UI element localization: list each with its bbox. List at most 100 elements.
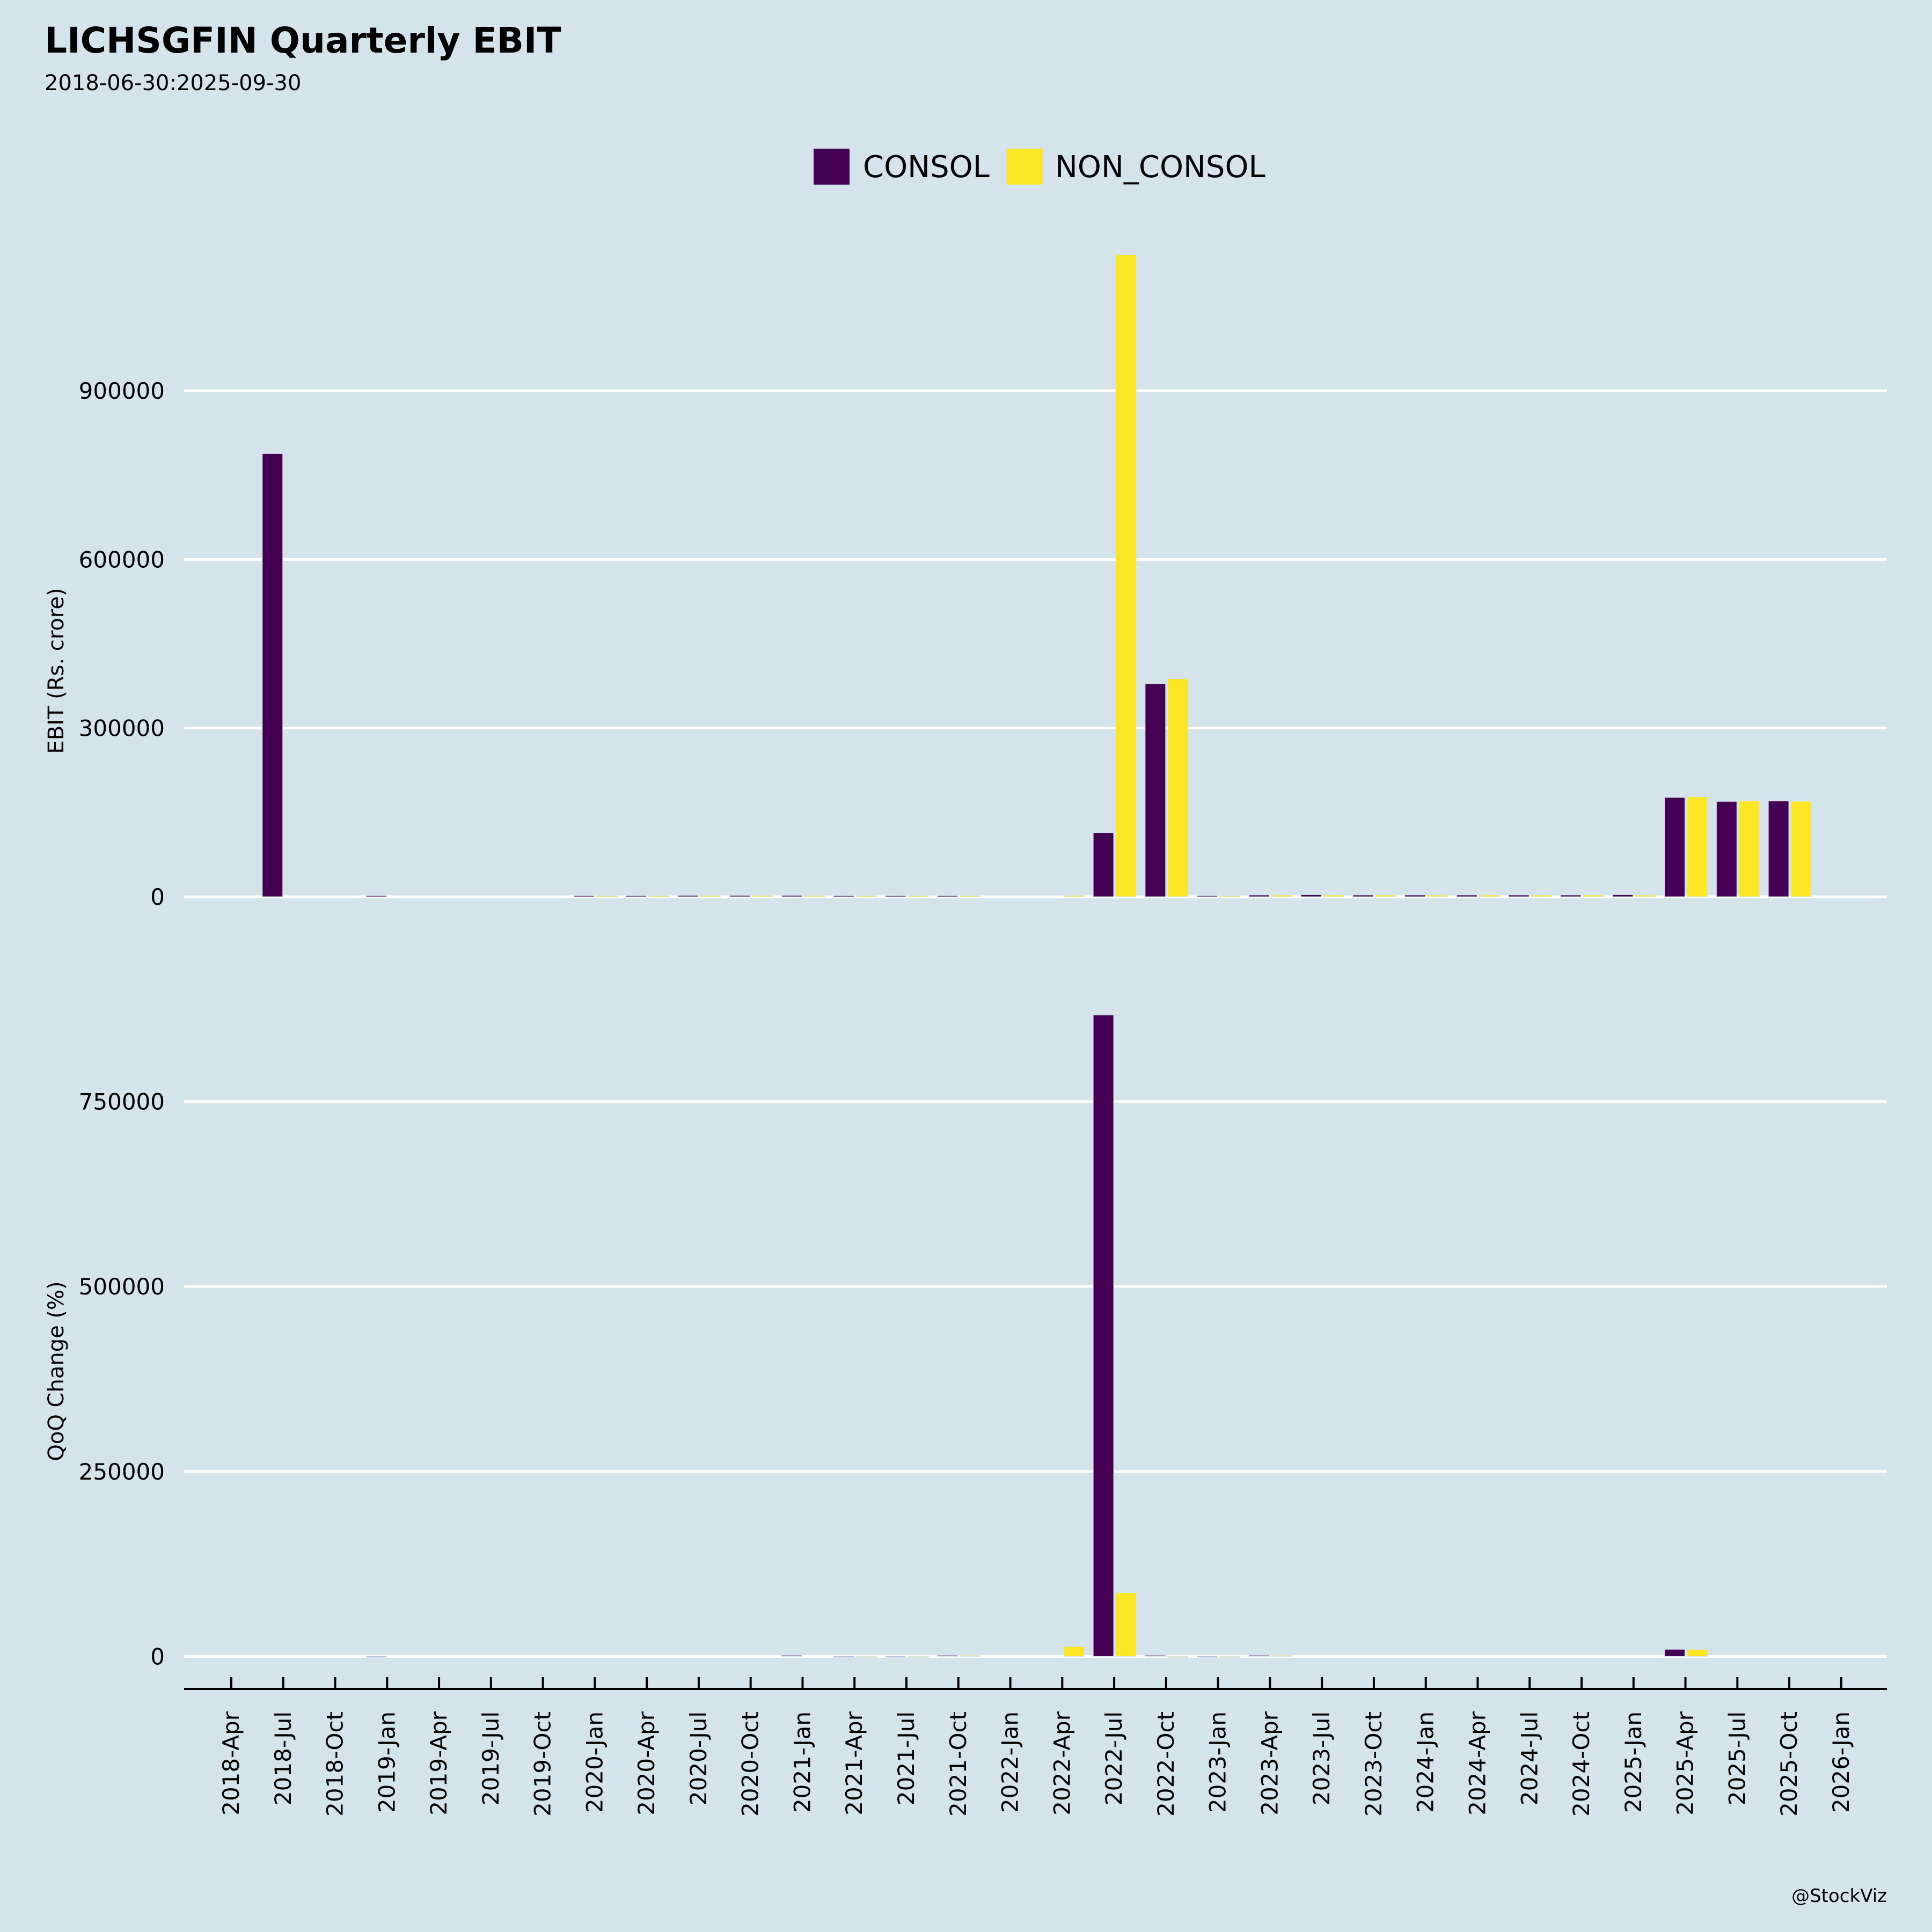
bar-ebit-consol <box>1197 895 1218 897</box>
bar-ebit-non-consol <box>1531 895 1552 897</box>
bar-ebit-non-consol <box>1687 796 1708 897</box>
bar-ebit-non-consol <box>1583 895 1604 897</box>
watermark: @StockViz <box>1791 1885 1887 1907</box>
x-tick-label: 2025-Oct <box>1776 1711 1802 1817</box>
x-tick-label: 2025-Jan <box>1620 1711 1646 1813</box>
bar-qoq-consol <box>1093 1014 1114 1657</box>
x-tick-label: 2022-Jan <box>997 1711 1023 1813</box>
x-tick-label: 2024-Jul <box>1516 1711 1542 1805</box>
bar-ebit-non-consol <box>1219 895 1241 897</box>
x-tick-label: 2023-Apr <box>1256 1711 1283 1816</box>
x-tick-label: 2018-Apr <box>218 1711 244 1816</box>
y-tick-label-qoq: 250000 <box>79 1459 165 1485</box>
bar-ebit-non-consol <box>1271 895 1292 897</box>
bar-ebit-non-consol <box>1635 895 1656 897</box>
x-tick-label: 2021-Apr <box>841 1711 867 1816</box>
bottom-y-axis-title: QoQ Change (%) <box>44 1281 69 1461</box>
x-tick-label: 2021-Oct <box>945 1711 971 1817</box>
bar-ebit-consol <box>625 895 647 897</box>
x-tick-label: 2020-Jan <box>581 1711 608 1813</box>
x-tick-label: 2023-Jul <box>1308 1711 1335 1805</box>
x-tick-label: 2025-Apr <box>1672 1711 1699 1816</box>
bar-ebit-consol <box>1145 683 1166 897</box>
x-tick-label: 2019-Jul <box>478 1711 504 1805</box>
x-tick-label: 2020-Oct <box>737 1711 764 1817</box>
bar-ebit-consol <box>729 895 751 897</box>
y-tick-label-ebit: 900000 <box>79 378 165 404</box>
bar-ebit-consol <box>1404 895 1426 897</box>
bar-ebit-consol <box>1093 832 1114 897</box>
bar-ebit-consol <box>1248 895 1270 897</box>
bar-ebit-consol <box>1352 895 1374 897</box>
x-tick-label: 2022-Jul <box>1101 1711 1127 1805</box>
bar-ebit-consol <box>937 895 958 897</box>
chart-subtitle: 2018-06-30:2025-09-30 <box>45 71 301 96</box>
bar-ebit-consol <box>262 453 283 897</box>
bar-qoq-consol <box>1248 1655 1270 1657</box>
y-tick-label-ebit: 300000 <box>79 715 165 742</box>
bar-qoq-consol <box>1197 1656 1218 1658</box>
x-tick-label: 2018-Jul <box>270 1711 296 1805</box>
bar-ebit-consol <box>1456 895 1477 897</box>
bar-ebit-consol <box>885 895 906 897</box>
y-tick-label-ebit: 0 <box>150 884 165 910</box>
x-tick-label: 2024-Oct <box>1568 1711 1594 1817</box>
x-tick-label: 2019-Apr <box>426 1711 452 1816</box>
y-tick-label-ebit: 600000 <box>79 546 165 573</box>
x-tick-label: 2022-Apr <box>1049 1711 1075 1816</box>
bar-qoq-non-consol <box>908 1656 929 1658</box>
x-tick-label: 2019-Jan <box>374 1711 400 1813</box>
bar-ebit-consol <box>781 895 802 897</box>
axes: 0 300000 600000 900000 0 250000 500000 750000 20… <box>79 378 1887 1817</box>
x-tick-label: 2018-Oct <box>322 1711 348 1817</box>
bar-qoq-non-consol <box>960 1655 981 1657</box>
x-tick-label: 2026-Jan <box>1828 1711 1854 1813</box>
bar-qoq-consol <box>365 1656 387 1658</box>
bar-ebit-non-consol <box>803 895 825 897</box>
bar-qoq-non-consol <box>855 1656 877 1658</box>
bar-qoq-consol <box>833 1656 854 1658</box>
y-tick-label-qoq: 750000 <box>79 1089 165 1115</box>
bar-qoq-non-consol <box>1063 1646 1085 1657</box>
x-tick-label: 2019-Oct <box>530 1711 556 1817</box>
top-y-axis-title: EBIT (Rs. crore) <box>44 588 69 753</box>
x-tick-label: 2023-Jan <box>1205 1711 1231 1813</box>
bar-qoq-non-consol <box>1219 1656 1241 1658</box>
bar-ebit-non-consol <box>596 895 617 897</box>
legend-label-consol: CONSOL <box>863 150 990 185</box>
bar-ebit-non-consol <box>1375 895 1396 897</box>
bar-qoq-non-consol <box>1167 1656 1189 1658</box>
gridlines <box>184 389 1887 1658</box>
bar-ebit-non-consol <box>1063 895 1085 897</box>
bar-ebit-non-consol <box>752 895 773 897</box>
x-tick-label: 2024-Jan <box>1413 1711 1439 1813</box>
y-tick-label-qoq: 500000 <box>79 1274 165 1300</box>
x-tick-label: 2024-Apr <box>1464 1711 1490 1816</box>
legend-swatch-consol <box>814 149 850 185</box>
bar-ebit-consol <box>1300 894 1322 897</box>
chart-title: LICHSGFIN Quarterly EBIT <box>45 20 561 61</box>
bar-ebit-consol <box>1560 895 1582 897</box>
x-tick-label: 2025-Jul <box>1724 1711 1750 1805</box>
bar-qoq-consol <box>885 1656 906 1658</box>
bar-ebit-non-consol <box>1738 801 1760 897</box>
bar-qoq-consol <box>1145 1655 1166 1657</box>
bar-ebit-consol <box>1716 801 1737 897</box>
x-tick-label: 2021-Jul <box>893 1711 919 1805</box>
x-tick-label: 2022-Oct <box>1153 1711 1179 1817</box>
bar-ebit-non-consol <box>1323 895 1344 897</box>
bar-qoq-non-consol <box>1687 1649 1708 1657</box>
bar-ebit-non-consol <box>855 895 877 897</box>
bar-ebit-non-consol <box>1115 254 1137 897</box>
bar-ebit-non-consol <box>700 895 721 897</box>
bar-ebit-consol <box>573 895 595 897</box>
bar-qoq-consol <box>781 1655 802 1657</box>
bar-ebit-consol <box>1508 895 1529 897</box>
bar-ebit-consol <box>1768 801 1789 897</box>
legend-swatch-non-consol <box>1007 149 1043 185</box>
bar-ebit-consol <box>833 895 854 897</box>
bar-ebit-non-consol <box>908 895 929 897</box>
bar-qoq-non-consol <box>1271 1655 1292 1657</box>
x-tick-label: 2020-Jul <box>685 1711 712 1805</box>
